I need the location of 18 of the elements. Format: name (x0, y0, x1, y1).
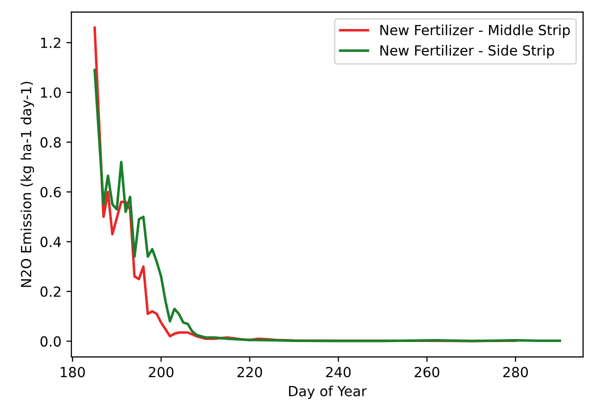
y-tick-label: 0.0 (40, 336, 61, 347)
y-axis-title: N2O Emission (kg ha-1 day-1) (20, 82, 34, 287)
y-tick-label: 1.0 (41, 87, 61, 98)
y-tick-label: 0.4 (40, 236, 61, 248)
legend-label: New Fertilizer - Side Strip (380, 44, 554, 58)
y-tick-label: 0.8 (40, 137, 61, 148)
x-tick-label: 280 (503, 366, 528, 378)
y-tick-label: 0.2 (40, 286, 60, 297)
x-tick-label: 200 (148, 366, 174, 378)
line-series (93, 68, 562, 342)
x-tick-label: 220 (237, 366, 262, 378)
x-tick-label: 240 (326, 366, 351, 378)
legend-label: New Fertilizer - Middle Strip (380, 24, 570, 38)
x-axis-title: Day of Year (289, 386, 367, 400)
y-tick-label: 0.6 (40, 186, 61, 198)
y-tick-label: 1.2 (41, 38, 60, 48)
x-tick-label: 180 (60, 366, 85, 378)
x-tick-label: 260 (414, 366, 440, 378)
